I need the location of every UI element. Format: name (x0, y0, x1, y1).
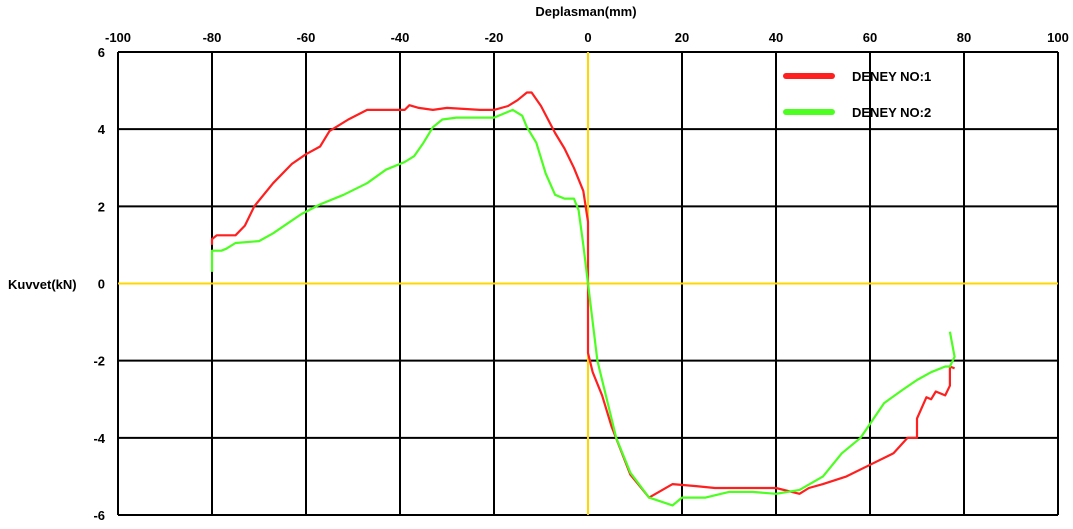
legend-label-deney-2: DENEY NO:2 (852, 105, 931, 120)
legend: DENEY NO:1 DENEY NO:2 (783, 69, 931, 120)
y-tick-label: -4 (93, 431, 105, 446)
x-tick-label: -60 (297, 30, 316, 45)
x-tick-label: -20 (485, 30, 504, 45)
x-tick-label: -80 (203, 30, 222, 45)
x-tick-label: 0 (584, 30, 591, 45)
x-tick-label: -100 (105, 30, 131, 45)
y-tick-labels: 6 4 2 0 -2 -4 -6 (93, 45, 105, 523)
y-tick-label: 2 (98, 199, 105, 214)
series-lines (210, 91, 956, 507)
y-tick-label: 0 (98, 277, 105, 292)
x-tick-label: 40 (769, 30, 783, 45)
x-tick-label: -40 (391, 30, 410, 45)
y-tick-label: -6 (93, 508, 105, 523)
y-axis-title: Kuvvet(kN) (8, 277, 77, 292)
legend-label-deney-1: DENEY NO:1 (852, 69, 931, 84)
y-tick-label: 6 (98, 45, 105, 60)
x-tick-label: 80 (957, 30, 971, 45)
x-tick-label: 60 (863, 30, 877, 45)
y-tick-label: -2 (93, 354, 105, 369)
x-axis-title: Deplasman(mm) (535, 4, 636, 19)
x-tick-labels: -100 -80 -60 -40 -20 0 20 40 60 80 100 (105, 30, 1069, 45)
y-tick-label: 4 (98, 122, 106, 137)
x-tick-label: 100 (1047, 30, 1069, 45)
x-tick-label: 20 (675, 30, 689, 45)
series-line-1 (210, 91, 956, 499)
series-line-2 (210, 108, 956, 507)
